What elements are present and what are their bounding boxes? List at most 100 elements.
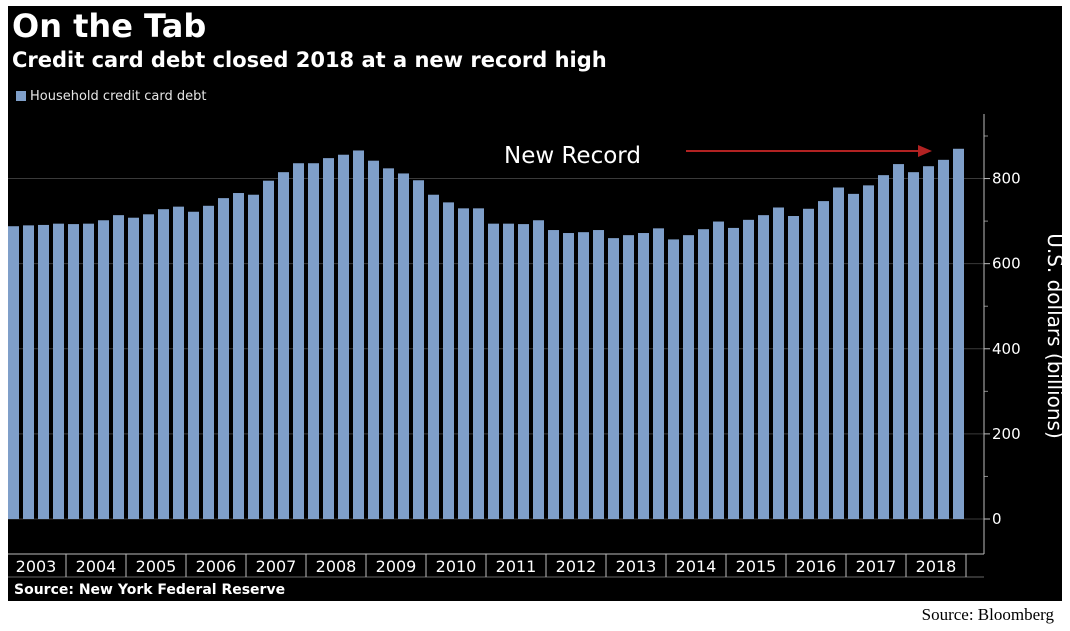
bar xyxy=(218,198,229,519)
bar xyxy=(593,230,604,519)
bar xyxy=(548,230,559,519)
bar xyxy=(563,233,574,519)
bar xyxy=(53,223,64,520)
bar xyxy=(278,172,289,519)
bar xyxy=(788,216,799,519)
bar xyxy=(173,206,184,520)
annotation: New Record xyxy=(504,143,932,169)
bar xyxy=(8,226,19,519)
legend-label: Household credit card debt xyxy=(30,88,207,104)
bar xyxy=(803,208,814,519)
bar xyxy=(323,158,334,519)
bar xyxy=(368,160,379,519)
y-axis-label: U.S. dollars (billions) xyxy=(1043,233,1062,439)
x-tick-label: 2004 xyxy=(76,557,117,576)
bar xyxy=(203,205,214,519)
bar xyxy=(728,227,739,520)
bar xyxy=(413,180,424,519)
bar xyxy=(353,150,364,520)
x-tick-label: 2014 xyxy=(676,557,717,576)
legend-swatch xyxy=(16,91,26,101)
bars xyxy=(8,148,964,520)
bar xyxy=(698,229,709,520)
bar xyxy=(668,239,679,519)
bar xyxy=(188,211,199,519)
x-tick-label: 2008 xyxy=(316,557,357,576)
x-tick-label: 2015 xyxy=(736,557,777,576)
bar xyxy=(398,173,409,519)
bar xyxy=(608,238,619,519)
x-tick-label: 2012 xyxy=(556,557,597,576)
bar xyxy=(938,159,949,519)
chart-panel: 0 200 400 600 800 U.S. dollars (billions) 2003… xyxy=(8,6,1062,601)
bar xyxy=(248,194,259,519)
bar xyxy=(458,208,469,519)
bar xyxy=(953,148,964,519)
x-tick-label: 2009 xyxy=(376,557,417,576)
y-tick-label: 800 xyxy=(992,170,1021,188)
legend: Household credit card debt xyxy=(16,86,206,106)
bar xyxy=(758,215,769,520)
x-tick-label: 2005 xyxy=(136,557,177,576)
bar xyxy=(308,163,319,520)
bar xyxy=(578,232,589,520)
bar xyxy=(893,164,904,519)
bar xyxy=(263,180,274,519)
bar xyxy=(143,214,154,519)
bar xyxy=(653,228,664,519)
bar xyxy=(488,223,499,520)
bar xyxy=(743,219,754,519)
bar xyxy=(443,202,454,520)
axes: 0 200 400 600 800 U.S. dollars (billions) 2003… xyxy=(8,114,1062,578)
x-tick-label: 2010 xyxy=(436,557,477,576)
bar xyxy=(38,224,49,520)
source-note: Source: New York Federal Reserve xyxy=(14,582,286,598)
bar xyxy=(473,208,484,519)
bar xyxy=(98,220,109,519)
bar xyxy=(623,235,634,519)
bar xyxy=(83,223,94,520)
y-tick-label: 0 xyxy=(992,510,1002,528)
chart-title: On the Tab xyxy=(12,7,207,45)
y-tick-label: 200 xyxy=(992,425,1021,443)
bar xyxy=(683,235,694,519)
bar xyxy=(713,221,724,519)
x-tick-label: 2016 xyxy=(796,557,837,576)
bar xyxy=(383,168,394,519)
x-tick-label: 2003 xyxy=(16,557,57,576)
bar xyxy=(863,185,874,519)
bar xyxy=(923,166,934,519)
x-tick-label: 2007 xyxy=(256,557,297,576)
x-tick-label: 2006 xyxy=(196,557,237,576)
bar xyxy=(773,207,784,519)
bar xyxy=(638,233,649,519)
x-tick-label: 2018 xyxy=(916,557,957,576)
annotation-text: New Record xyxy=(504,143,641,169)
x-tick-label: 2013 xyxy=(616,557,657,576)
bar xyxy=(68,224,79,519)
bar xyxy=(848,193,859,519)
bar xyxy=(818,201,829,520)
bar-chart: 0 200 400 600 800 U.S. dollars (billions) 2003… xyxy=(8,114,1062,578)
bar xyxy=(233,193,244,519)
bar xyxy=(878,175,889,519)
y-tick-label: 400 xyxy=(992,340,1021,358)
bar xyxy=(503,223,514,520)
y-tick-label: 600 xyxy=(992,255,1021,273)
bar xyxy=(158,209,169,519)
bar xyxy=(113,215,124,520)
x-tick-label: 2011 xyxy=(496,557,537,576)
x-tick-label: 2017 xyxy=(856,557,897,576)
bar xyxy=(23,225,34,519)
bar xyxy=(533,220,544,519)
bar xyxy=(908,172,919,519)
annotation-arrowhead xyxy=(918,145,932,157)
bar xyxy=(128,217,139,519)
chart-subtitle: Credit card debt closed 2018 at a new re… xyxy=(12,48,607,72)
bar xyxy=(518,224,529,519)
bar xyxy=(338,154,349,520)
bar xyxy=(833,187,844,519)
bar xyxy=(293,163,304,520)
attribution: Source: Bloomberg xyxy=(921,605,1054,624)
bar xyxy=(428,194,439,519)
